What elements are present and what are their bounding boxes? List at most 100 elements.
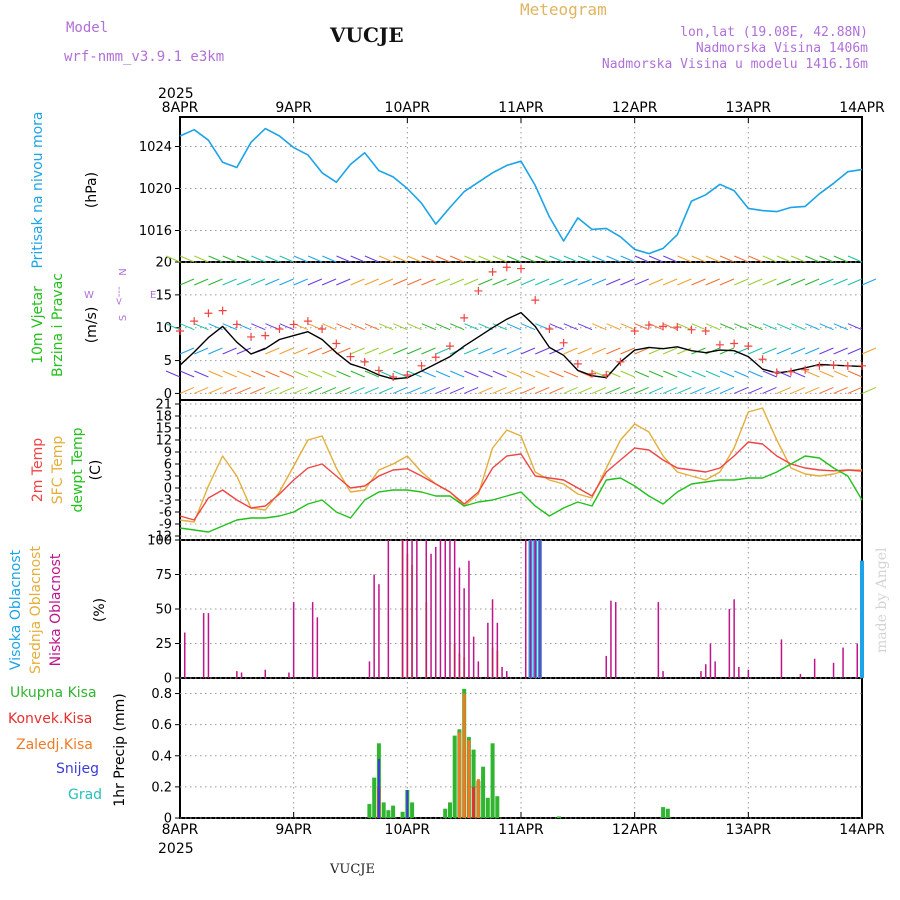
wind-barb: [435, 278, 450, 286]
wind-barb: [265, 255, 280, 263]
wind-barb: [705, 255, 721, 263]
panel-frames: [179, 116, 863, 819]
wind-barb: [805, 255, 820, 263]
wind-barb: [648, 386, 664, 394]
wind-barb: [407, 386, 422, 394]
high-cloud-bar: [860, 560, 864, 678]
wind-barb: [265, 278, 280, 286]
precip-legend-item: Konvek.Kisa: [8, 711, 92, 727]
wind-barb: [819, 255, 834, 263]
wind-title-2: Brzina i Pravac: [50, 273, 66, 377]
wind-barb: [592, 255, 607, 263]
wind-barb: [705, 323, 721, 331]
low-cloud-bar: [487, 622, 489, 678]
wind-barb: [180, 255, 195, 263]
wind-barb: [393, 323, 408, 331]
gust-marker: [858, 361, 866, 370]
snow-bar: [406, 790, 409, 818]
y-tick-label: 6: [164, 458, 172, 473]
wind-barb: [521, 323, 536, 331]
wind-barb: [563, 370, 579, 378]
gust-marker: [815, 361, 824, 370]
y-tick-label: 75: [155, 568, 172, 583]
low-cloud-bar: [430, 553, 432, 678]
wind-barb: [776, 255, 792, 263]
temp2m-label: 2m Temp: [30, 438, 46, 502]
wind-barb: [194, 347, 209, 355]
y-tick-label: -12: [151, 530, 172, 545]
wind-barb: [322, 255, 337, 263]
gust-marker: [332, 339, 341, 348]
wind-barb: [450, 323, 465, 331]
low-cloud-bar: [506, 671, 508, 678]
low-cloud-bar: [705, 664, 707, 678]
frozen-precip-bar: [462, 693, 466, 818]
wind-barb: [520, 386, 536, 394]
wind-barb: [535, 347, 550, 355]
wind-barb: [350, 278, 365, 286]
wind-barb: [222, 386, 237, 394]
low-cloud-bar: [700, 671, 702, 678]
frozen-precip-bar: [457, 732, 461, 818]
low-cloud-bar: [709, 643, 712, 678]
gust-marker: [360, 357, 369, 366]
wind-barb: [194, 323, 209, 331]
sfc-temp-label: SFC Temp: [50, 436, 66, 505]
wind-barb: [819, 386, 834, 394]
wind-barb: [748, 278, 763, 286]
top-date-label: 11APR: [498, 100, 544, 116]
wind-barb: [222, 323, 238, 331]
wind-barb: [393, 255, 408, 263]
wind-barb: [521, 370, 536, 378]
wind-barb: [307, 347, 323, 355]
wind-barb: [549, 323, 564, 331]
low-cloud-bar: [444, 540, 446, 678]
low-cloud-bar: [799, 673, 802, 678]
wind-barb: [634, 278, 649, 286]
conv-precip-bar: [472, 786, 476, 818]
model-label: Model: [66, 20, 109, 36]
wind-barb: [805, 370, 820, 378]
low-cloud-bar: [411, 540, 413, 678]
wind-barb: [606, 370, 621, 378]
wind-barb: [819, 347, 834, 355]
wind-barb: [521, 255, 536, 263]
y-tick-label: 0: [164, 812, 172, 827]
sfc-temp-line: [179, 407, 862, 523]
wind-barb: [677, 370, 692, 378]
wind-barb: [449, 278, 465, 286]
compass-arrow: <---: [114, 286, 125, 306]
wind-barb: [279, 347, 294, 355]
wind-barb: [620, 386, 635, 394]
wind-barb: [577, 386, 592, 394]
wind-barb: [734, 323, 749, 331]
gust-marker: [715, 340, 724, 349]
wind-barb: [478, 347, 493, 355]
gust-marker: [829, 361, 838, 370]
y-tick-label: 50: [155, 603, 172, 618]
low-cloud-bar: [468, 560, 470, 678]
wind-barb: [634, 323, 650, 331]
wind-barb: [691, 386, 706, 394]
gust-marker: [488, 267, 497, 276]
wind-barb: [847, 278, 862, 286]
y-tick-label: 21: [155, 398, 172, 413]
wind-barb: [250, 386, 266, 394]
wind-barb: [563, 323, 579, 331]
y-tick-label: 0.8: [151, 687, 172, 702]
low-cloud-bar: [491, 599, 494, 678]
wind-barb: [279, 370, 294, 378]
wind-barb: [691, 370, 706, 378]
wind-barb: [208, 278, 223, 286]
wind-barb: [762, 347, 777, 355]
dewpt-line: [179, 455, 863, 533]
wind-barb: [378, 323, 394, 331]
low-cloud-bar: [264, 669, 266, 678]
wind-barb: [833, 370, 848, 378]
gust-marker: [261, 331, 270, 340]
gust-marker: [232, 320, 241, 329]
total-precip-bar: [400, 811, 405, 818]
wind-barb: [236, 386, 251, 394]
low-cloud-bar: [316, 617, 319, 678]
total-precip-bar: [386, 810, 391, 818]
